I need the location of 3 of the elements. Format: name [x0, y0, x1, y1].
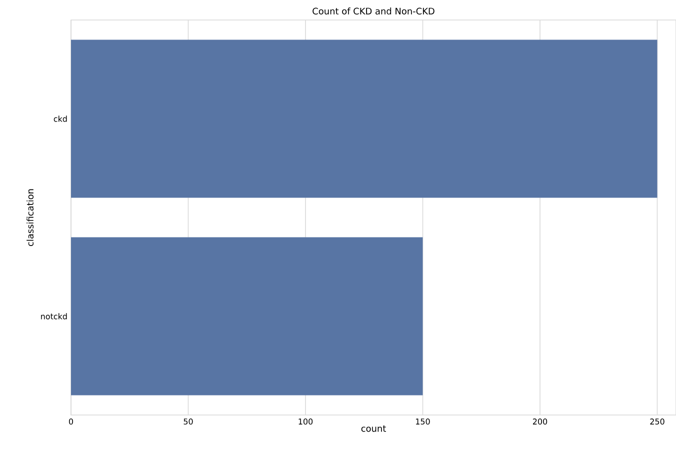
- x-axis-title: count: [361, 425, 386, 432]
- chart-title: Count of CKD and Non-CKD: [312, 8, 434, 14]
- y-axis-title: classification: [26, 189, 34, 246]
